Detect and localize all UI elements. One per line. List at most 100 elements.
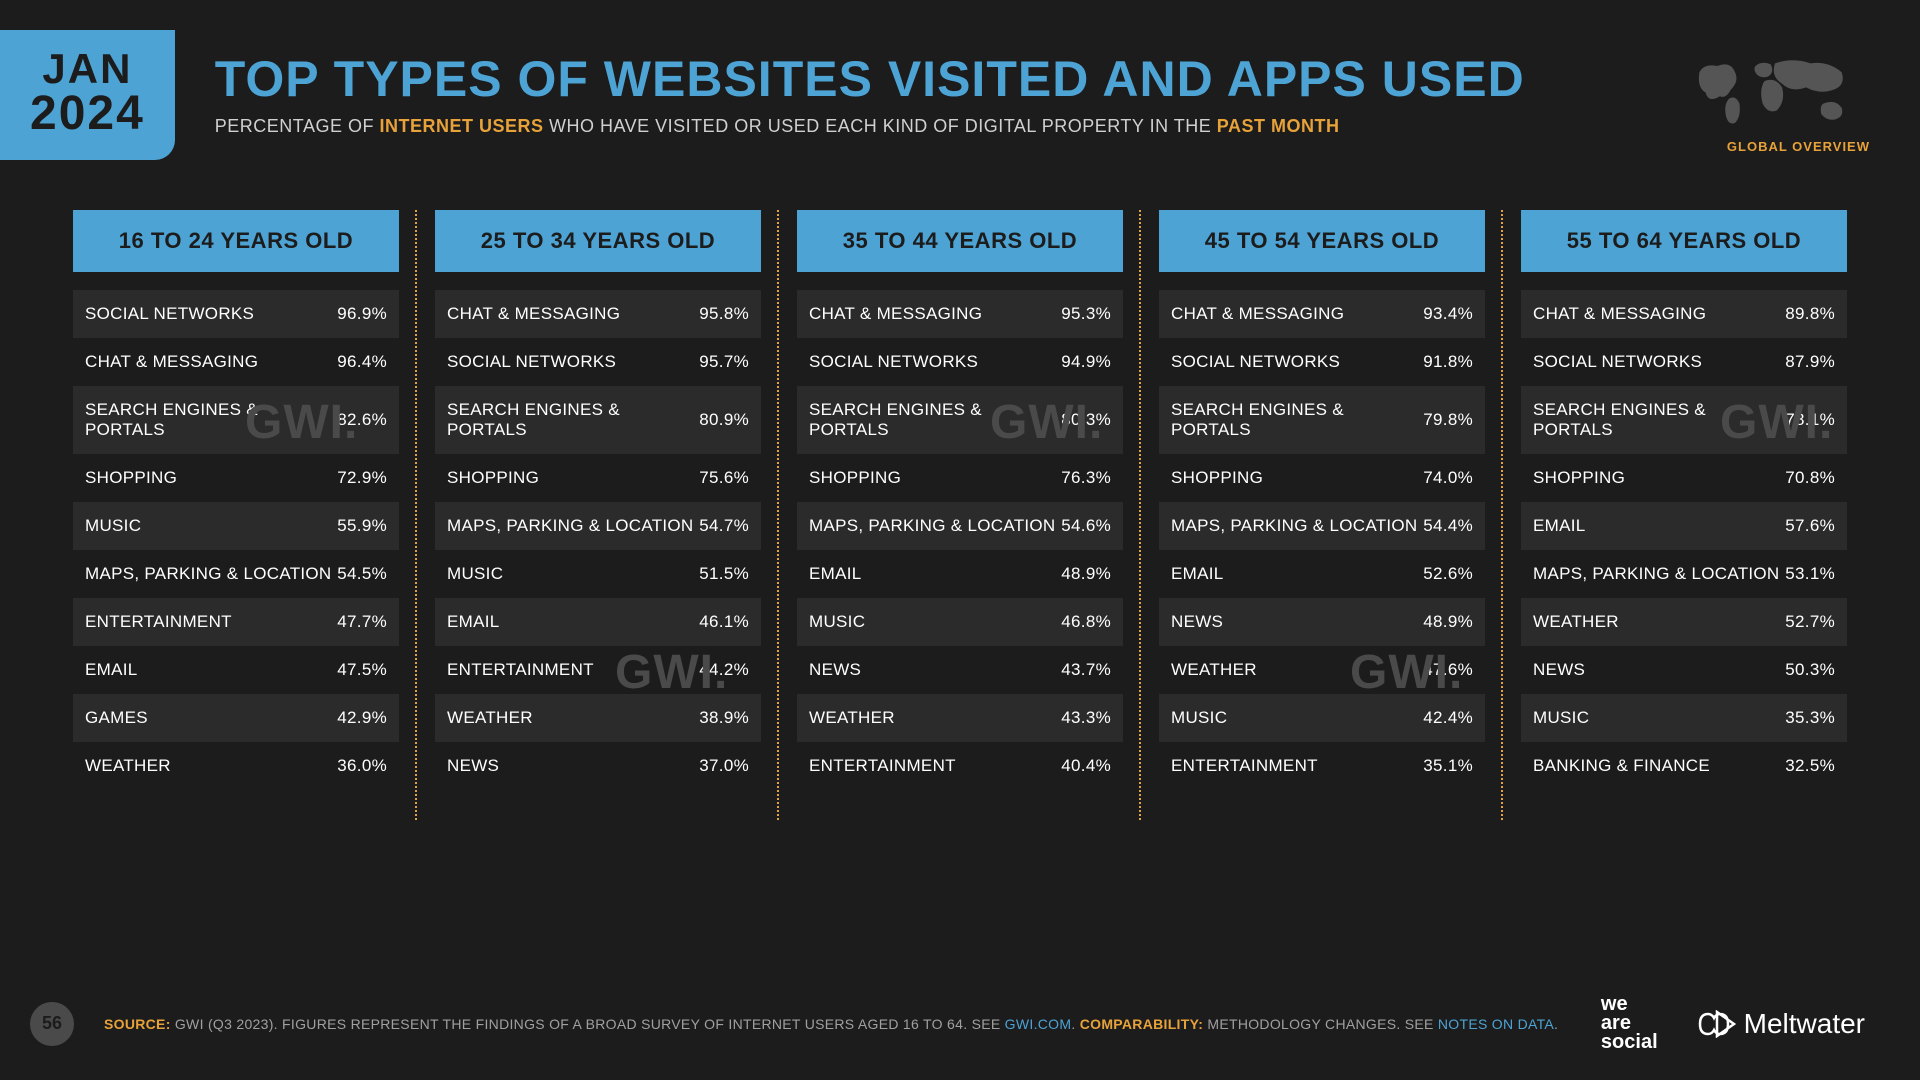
row-label: WEATHER (1533, 612, 1619, 632)
data-row: CHAT & MESSAGING93.4% (1159, 290, 1485, 338)
data-columns: 16 TO 24 YEARS OLDSOCIAL NETWORKS96.9%CH… (0, 160, 1920, 790)
row-value: 94.9% (1061, 352, 1111, 372)
column-body: SOCIAL NETWORKS96.9%CHAT & MESSAGING96.4… (73, 290, 399, 790)
row-value: 54.6% (1061, 516, 1111, 536)
page-number: 56 (30, 1002, 74, 1046)
data-row: EMAIL46.1% (435, 598, 761, 646)
data-row: NEWS37.0% (435, 742, 761, 790)
column-body: CHAT & MESSAGING95.8%SOCIAL NETWORKS95.7… (435, 290, 761, 790)
meltwater-logo: Meltwater (1698, 1008, 1865, 1040)
row-value: 46.8% (1061, 612, 1111, 632)
row-label: SOCIAL NETWORKS (85, 304, 254, 324)
row-label: NEWS (809, 660, 861, 680)
age-column: 35 TO 44 YEARS OLDCHAT & MESSAGING95.3%S… (779, 210, 1141, 790)
row-label: MUSIC (447, 564, 503, 584)
row-value: 35.3% (1785, 708, 1835, 728)
data-row: ENTERTAINMENT40.4% (797, 742, 1123, 790)
row-value: 87.9% (1785, 352, 1835, 372)
row-value: 52.7% (1785, 612, 1835, 632)
row-label: SOCIAL NETWORKS (809, 352, 978, 372)
data-row: MUSIC42.4% (1159, 694, 1485, 742)
row-label: SOCIAL NETWORKS (1533, 352, 1702, 372)
row-value: 43.7% (1061, 660, 1111, 680)
row-value: 95.8% (699, 304, 749, 324)
data-row: EMAIL52.6% (1159, 550, 1485, 598)
footer: 56 SOURCE: GWI (Q3 2023). FIGURES REPRES… (0, 995, 1920, 1052)
row-value: 54.4% (1423, 516, 1473, 536)
data-row: NEWS50.3% (1521, 646, 1847, 694)
row-label: SOCIAL NETWORKS (447, 352, 616, 372)
row-value: 44.2% (699, 660, 749, 680)
row-label: EMAIL (1171, 564, 1224, 584)
subtitle: PERCENTAGE OF INTERNET USERS WHO HAVE VI… (215, 116, 1670, 137)
data-row: SHOPPING 70.8% (1521, 454, 1847, 502)
row-label: MAPS, PARKING & LOCATION (1171, 516, 1418, 536)
data-row: SHOPPING 75.6% (435, 454, 761, 502)
row-label: SEARCH ENGINES & PORTALS (85, 400, 337, 440)
row-value: 70.8% (1785, 468, 1835, 488)
logos: we are social Meltwater (1601, 995, 1865, 1052)
row-label: MUSIC (85, 516, 141, 536)
data-row: MUSIC46.8% (797, 598, 1123, 646)
row-value: 50.3% (1785, 660, 1835, 680)
data-row: SOCIAL NETWORKS91.8% (1159, 338, 1485, 386)
row-label: WEATHER (809, 708, 895, 728)
row-label: BANKING & FINANCE (1533, 756, 1710, 776)
data-row: SHOPPING74.0% (1159, 454, 1485, 502)
row-value: 75.6% (699, 468, 749, 488)
row-value: 80.9% (699, 410, 749, 430)
row-value: 76.3% (1061, 468, 1111, 488)
row-label: WEATHER (447, 708, 533, 728)
date-month: JAN (30, 48, 145, 90)
row-value: 35.1% (1423, 756, 1473, 776)
data-row: WEATHER 52.7% (1521, 598, 1847, 646)
row-value: 42.9% (337, 708, 387, 728)
data-row: WEATHER 36.0% (73, 742, 399, 790)
row-value: 48.9% (1423, 612, 1473, 632)
data-row: SOCIAL NETWORKS 94.9% (797, 338, 1123, 386)
row-label: MAPS, PARKING & LOCATION (447, 516, 694, 536)
data-row: WEATHER43.3% (797, 694, 1123, 742)
date-badge: JAN 2024 (0, 30, 175, 160)
data-row: SEARCH ENGINES & PORTALS79.8% (1159, 386, 1485, 454)
row-value: 36.0% (337, 756, 387, 776)
row-value: 96.4% (337, 352, 387, 372)
data-row: SEARCH ENGINES & PORTALS78.1% (1521, 386, 1847, 454)
data-row: WEATHER 47.6% (1159, 646, 1485, 694)
data-row: MAPS, PARKING & LOCATION53.1% (1521, 550, 1847, 598)
row-label: SHOPPING (447, 468, 539, 488)
row-value: 80.3% (1061, 410, 1111, 430)
data-row: NEWS 48.9% (1159, 598, 1485, 646)
row-value: 78.1% (1785, 410, 1835, 430)
row-label: SEARCH ENGINES & PORTALS (447, 400, 699, 440)
data-row: SOCIAL NETWORKS96.9% (73, 290, 399, 338)
row-value: 95.3% (1061, 304, 1111, 324)
data-row: SOCIAL NETWORKS 87.9% (1521, 338, 1847, 386)
row-label: GAMES (85, 708, 148, 728)
data-row: SHOPPING76.3% (797, 454, 1123, 502)
row-value: 46.1% (699, 612, 749, 632)
row-label: CHAT & MESSAGING (809, 304, 982, 324)
data-row: WEATHER 38.9% (435, 694, 761, 742)
row-value: 47.6% (1423, 660, 1473, 680)
row-value: 47.7% (337, 612, 387, 632)
row-label: SHOPPING (1533, 468, 1625, 488)
row-value: 79.8% (1423, 410, 1473, 430)
row-label: NEWS (1171, 612, 1223, 632)
row-label: WEATHER (1171, 660, 1257, 680)
column-header: 16 TO 24 YEARS OLD (73, 210, 399, 272)
age-column: 55 TO 64 YEARS OLDCHAT & MESSAGING89.8%S… (1503, 210, 1865, 790)
data-row: GAMES 42.9% (73, 694, 399, 742)
age-column: 25 TO 34 YEARS OLDCHAT & MESSAGING95.8%S… (417, 210, 779, 790)
row-value: 38.9% (699, 708, 749, 728)
row-label: WEATHER (85, 756, 171, 776)
date-year: 2024 (30, 90, 145, 138)
row-label: MAPS, PARKING & LOCATION (1533, 564, 1780, 584)
row-label: MAPS, PARKING & LOCATION (85, 564, 332, 584)
row-label: EMAIL (809, 564, 862, 584)
data-row: BANKING & FINANCE32.5% (1521, 742, 1847, 790)
row-value: 95.7% (699, 352, 749, 372)
row-value: 72.9% (337, 468, 387, 488)
data-row: MUSIC51.5% (435, 550, 761, 598)
row-label: ENTERTAINMENT (447, 660, 594, 680)
